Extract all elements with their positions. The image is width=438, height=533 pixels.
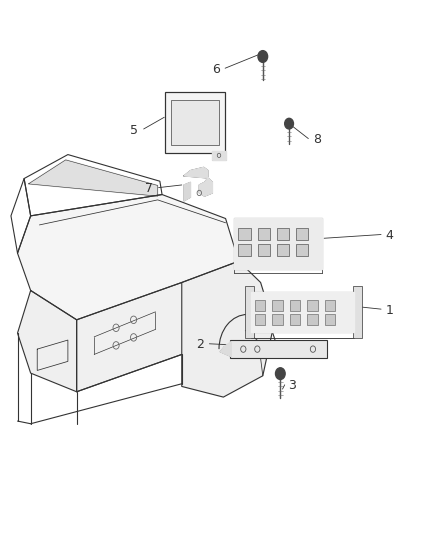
FancyBboxPatch shape — [258, 228, 270, 240]
FancyBboxPatch shape — [307, 300, 318, 311]
Polygon shape — [77, 282, 182, 392]
Text: 4: 4 — [385, 229, 393, 242]
FancyBboxPatch shape — [277, 244, 289, 256]
FancyBboxPatch shape — [277, 228, 289, 240]
Text: 8: 8 — [313, 133, 321, 146]
Text: 2: 2 — [196, 338, 204, 351]
FancyBboxPatch shape — [258, 244, 270, 256]
FancyBboxPatch shape — [296, 228, 308, 240]
Polygon shape — [251, 292, 353, 332]
FancyBboxPatch shape — [307, 314, 318, 325]
Polygon shape — [220, 342, 231, 357]
FancyBboxPatch shape — [325, 300, 336, 311]
FancyBboxPatch shape — [255, 314, 265, 325]
FancyBboxPatch shape — [290, 314, 300, 325]
FancyBboxPatch shape — [290, 300, 300, 311]
FancyBboxPatch shape — [238, 228, 251, 240]
Polygon shape — [18, 195, 239, 320]
Polygon shape — [212, 150, 226, 160]
Text: 3: 3 — [288, 379, 296, 392]
FancyBboxPatch shape — [325, 314, 336, 325]
Text: 7: 7 — [145, 182, 153, 195]
Polygon shape — [184, 167, 212, 196]
FancyBboxPatch shape — [230, 340, 326, 358]
FancyBboxPatch shape — [353, 286, 362, 338]
Polygon shape — [182, 261, 274, 397]
Polygon shape — [18, 290, 77, 392]
FancyBboxPatch shape — [272, 314, 283, 325]
FancyBboxPatch shape — [165, 93, 225, 152]
Circle shape — [285, 118, 293, 129]
Circle shape — [276, 368, 285, 379]
Text: 1: 1 — [385, 304, 393, 317]
Circle shape — [258, 51, 268, 62]
Polygon shape — [184, 182, 191, 201]
FancyBboxPatch shape — [272, 300, 283, 311]
FancyBboxPatch shape — [245, 286, 254, 338]
FancyBboxPatch shape — [238, 244, 251, 256]
FancyBboxPatch shape — [255, 300, 265, 311]
FancyBboxPatch shape — [296, 244, 308, 256]
Polygon shape — [28, 160, 158, 196]
FancyBboxPatch shape — [171, 100, 219, 145]
Polygon shape — [234, 219, 322, 269]
Text: 5: 5 — [131, 124, 138, 136]
Text: 6: 6 — [212, 63, 220, 76]
